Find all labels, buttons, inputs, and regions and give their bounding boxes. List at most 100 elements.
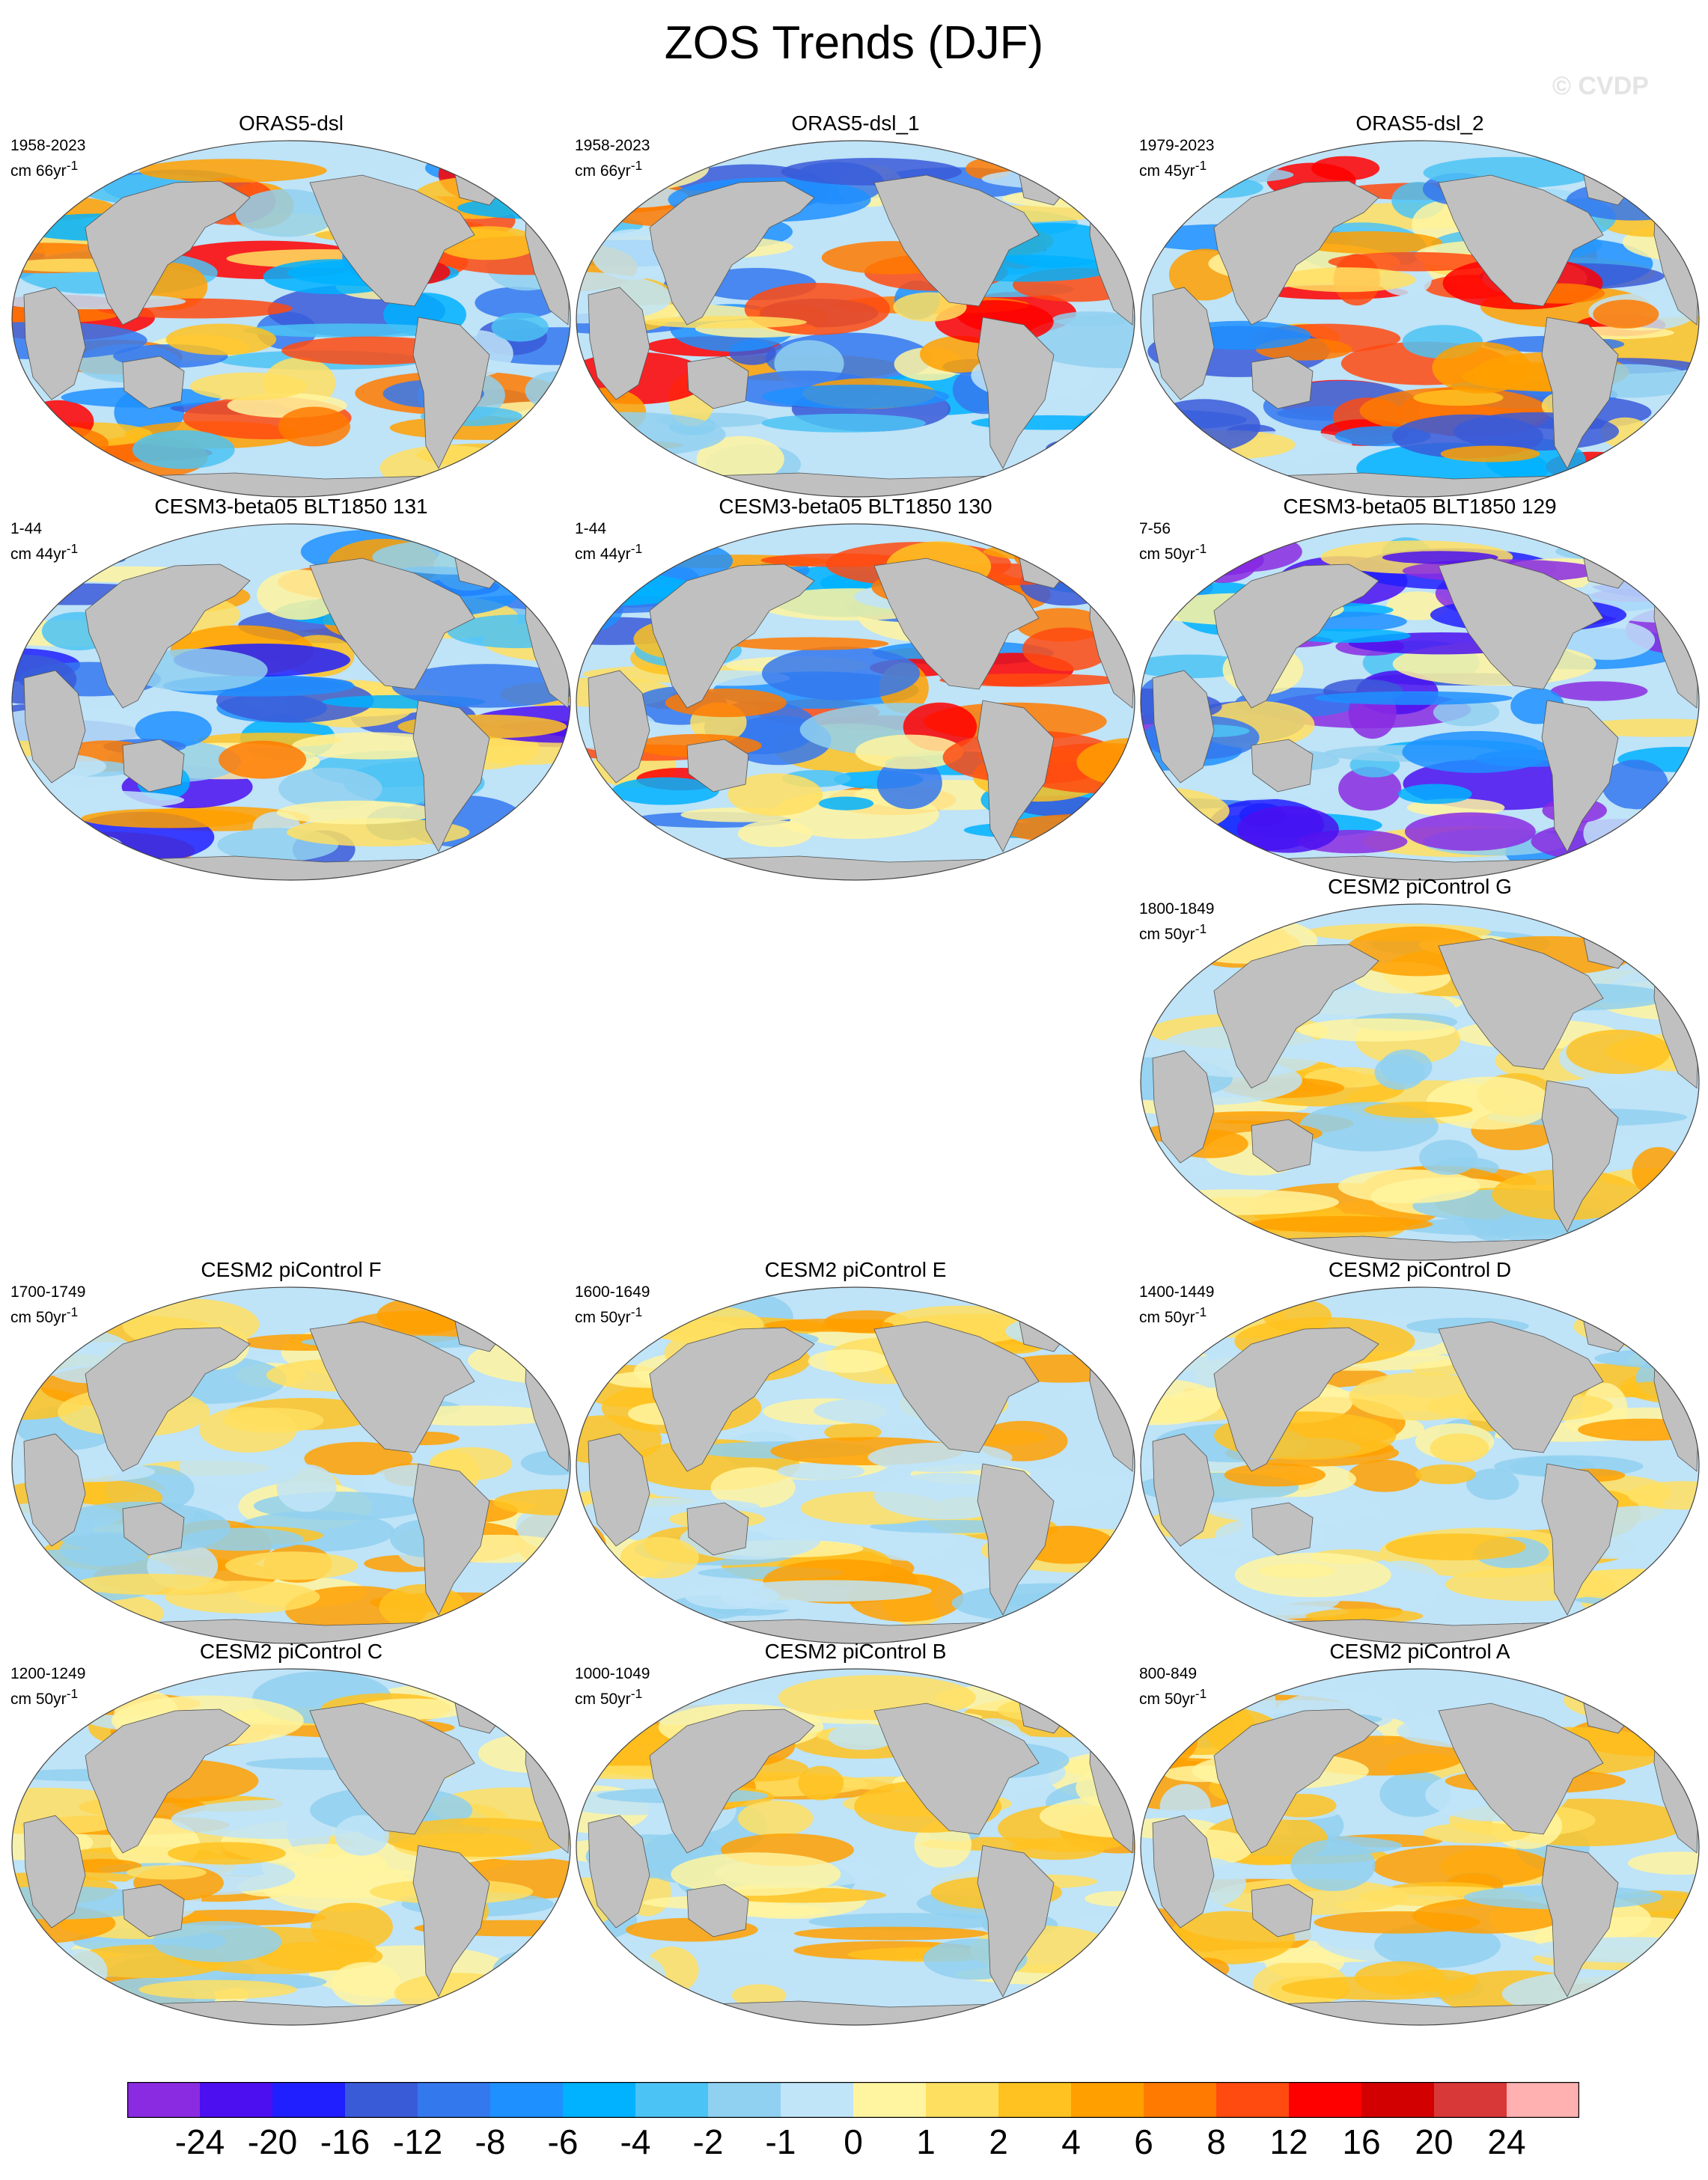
colorbar-swatch — [200, 2082, 273, 2118]
trend-blob — [152, 1920, 282, 1962]
trend-blob — [1593, 299, 1659, 329]
landmass — [588, 670, 650, 784]
panel-units: cm 44yr-1 — [10, 541, 79, 563]
globe-outline — [1140, 140, 1700, 498]
trend-map — [11, 1668, 571, 2026]
trend-blob — [1573, 718, 1699, 737]
landmass — [873, 558, 1040, 690]
colorbar-swatch — [1071, 2082, 1144, 2118]
colorbar-swatch — [1434, 2082, 1507, 2118]
panel-units: cm 50yr-1 — [1139, 541, 1207, 563]
trend-blob — [777, 1462, 865, 1480]
map-panel-oras5-dsl-2: ORAS5-dsl_2 1979-2023 cm 45yr-1 — [1139, 111, 1701, 500]
panel-period: 1958-2023 — [575, 137, 650, 154]
trend-map — [1140, 903, 1700, 1261]
trend-blob — [1413, 389, 1504, 406]
panel-period: 7-56 — [1139, 520, 1171, 537]
landmass — [1152, 670, 1215, 784]
landmass — [85, 1327, 251, 1472]
panel-title: CESM2 piControl A — [1329, 1640, 1510, 1663]
trend-blob — [1141, 1596, 1201, 1631]
trend-blob — [997, 1697, 1106, 1723]
landmass — [1541, 1463, 1619, 1616]
landmass — [23, 287, 86, 400]
trend-map — [1140, 523, 1700, 881]
landmass — [649, 1327, 815, 1472]
trend-blob — [517, 1950, 570, 1999]
trend-blob — [520, 1450, 570, 1476]
trend-blob — [81, 808, 257, 828]
landmass — [649, 180, 815, 326]
trend-blob — [189, 372, 308, 400]
panel-units: cm 50yr-1 — [1139, 921, 1207, 943]
landmass — [1213, 944, 1379, 1089]
cvdp-watermark: © CVDP — [1552, 72, 1649, 100]
colorbar-tick-label: 20 — [1415, 2122, 1454, 2161]
trend-blob — [644, 1947, 699, 1994]
trend-blob — [1617, 937, 1699, 952]
trend-blob — [576, 160, 687, 187]
colorbar-swatch — [563, 2082, 636, 2118]
landmass — [686, 1502, 749, 1556]
landmass — [1251, 1502, 1314, 1556]
globe-outline — [1140, 1668, 1700, 2026]
trend-blob — [671, 1852, 841, 1896]
panel-title: CESM2 piControl B — [764, 1640, 947, 1663]
landmass — [1016, 153, 1076, 206]
landmass — [23, 670, 86, 784]
trend-blob — [537, 1369, 570, 1390]
colorbar-swatch — [418, 2082, 491, 2118]
trend-blob — [710, 1467, 796, 1509]
landmass — [1251, 355, 1314, 409]
trend-blob — [828, 1723, 897, 1750]
colorbar-swatch — [272, 2082, 346, 2118]
trend-blob — [235, 189, 338, 237]
trend-blob — [1141, 654, 1254, 679]
trend-blob — [40, 833, 123, 856]
trend-blob — [1354, 1961, 1445, 1995]
panel-units: cm 50yr-1 — [10, 1686, 79, 1708]
trend-blob — [243, 323, 451, 338]
trend-blob — [576, 557, 611, 577]
landmass — [451, 537, 511, 589]
trend-blob — [1276, 267, 1416, 293]
trend-blob — [1097, 1686, 1135, 1731]
trend-blob — [1650, 564, 1699, 596]
trend-blob — [1183, 1958, 1230, 1980]
trend-blob — [147, 1909, 327, 1926]
panel-units: cm 66yr-1 — [10, 158, 79, 180]
trend-blob — [491, 312, 549, 342]
trend-blob — [1632, 1147, 1685, 1198]
landmass — [412, 700, 490, 852]
colorbar-swatch — [1144, 2082, 1217, 2118]
trend-blob — [138, 159, 327, 183]
trend-map — [11, 140, 571, 498]
panel-period: 1-44 — [10, 520, 43, 537]
landmass — [412, 1463, 490, 1616]
trend-blob — [730, 637, 889, 650]
trend-blob — [1314, 691, 1513, 705]
landmass — [977, 317, 1055, 469]
trend-blob — [276, 800, 437, 825]
landmass — [1580, 1300, 1640, 1352]
trend-blob — [135, 711, 212, 748]
trend-blob — [1141, 1189, 1339, 1215]
trend-map — [576, 523, 1135, 881]
map-panel-oras5-dsl: ORAS5-dsl 1958-2023 cm 66yr-1 — [10, 111, 572, 500]
trend-blob — [1380, 1049, 1433, 1084]
trend-blob — [1661, 410, 1699, 440]
trend-blob — [304, 1441, 413, 1475]
trend-blob — [225, 1551, 359, 1581]
colorbar-swatch — [1289, 2082, 1362, 2118]
trend-map — [1140, 140, 1700, 498]
map-panel-oras5-dsl-1: ORAS5-dsl_1 1958-2023 cm 66yr-1 — [575, 111, 1136, 500]
landmass — [1580, 1682, 1640, 1734]
trend-blob — [1372, 1845, 1552, 1888]
trend-blob — [737, 820, 813, 847]
panel-period: 1200-1249 — [10, 1665, 86, 1682]
map-panel-cesm3-131: CESM3-beta05 BLT1850 131 1-44 cm 44yr-1 — [10, 494, 572, 883]
trend-map — [1140, 1286, 1700, 1644]
globe-outline — [1140, 1286, 1700, 1644]
colorbar-swatch — [1361, 2082, 1435, 2118]
landmass — [1016, 1300, 1076, 1352]
